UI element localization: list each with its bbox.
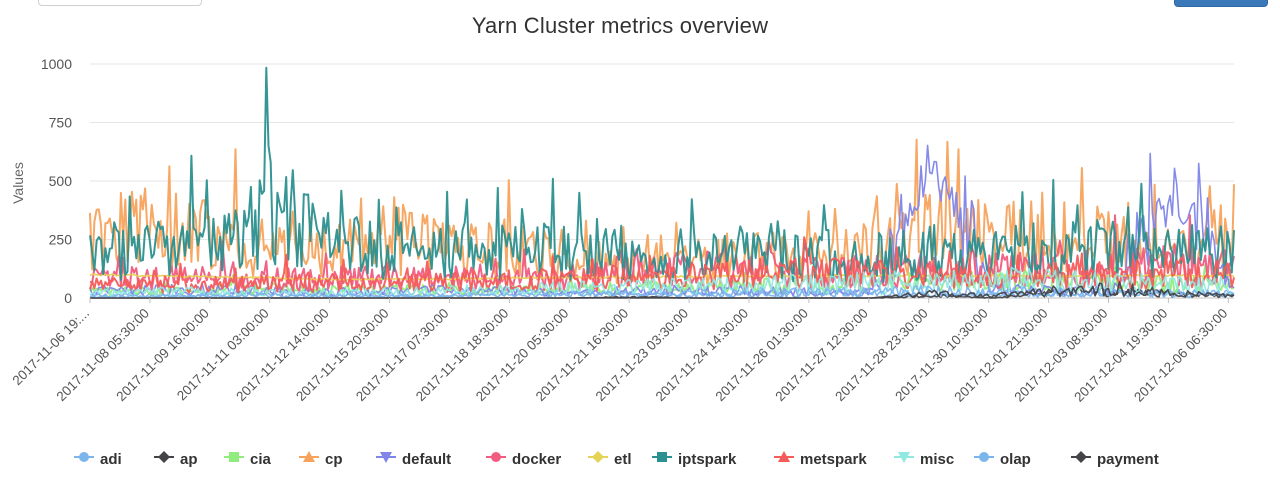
legend-marker-icon [224,450,250,468]
chart-title: Yarn Cluster metrics overview [471,13,769,38]
top-action-button[interactable] [1174,0,1268,7]
legend-marker-icon [974,450,1000,468]
legend-label: metspark [800,450,867,468]
legend-item-docker[interactable]: docker [486,450,561,468]
legend-label: etl [614,450,632,468]
legend-item-adi[interactable]: adi [74,450,122,468]
series-line-cp [89,138,1235,285]
legend-label: cia [250,450,271,468]
series-line-payment [90,281,1235,299]
legend-label: cp [325,450,343,468]
legend-label: iptspark [678,450,737,468]
legend-item-etl[interactable]: etl [588,450,632,468]
y-axis-label: Values [10,162,26,204]
legend-item-payment[interactable]: payment [1071,450,1159,468]
legend-label: adi [100,450,122,468]
legend-item-iptspark[interactable]: iptspark [652,450,736,468]
series-line-iptspark [89,66,1235,283]
legend-item-default[interactable]: default [376,450,451,468]
legend-item-olap[interactable]: olap [974,450,1031,468]
y-tick-label: 250 [49,232,73,248]
y-tick-label: 500 [49,173,73,189]
legend-marker-icon [154,450,180,468]
legend-item-cia[interactable]: cia [224,450,271,468]
series-line-olap [89,285,1235,299]
y-tick-label: 1000 [41,56,72,72]
legend-label: payment [1097,450,1159,468]
range-select[interactable] [38,0,202,6]
y-tick-label: 0 [64,290,72,306]
legend-item-cp[interactable]: cp [299,450,343,468]
y-tick-label: 750 [49,115,73,131]
legend-marker-icon [376,450,402,468]
legend: adi ap cia cp default docker etl iptspark metspa… [74,450,1234,490]
legend-marker-icon [1071,450,1097,468]
legend-label: misc [920,450,955,468]
legend-marker-icon [774,450,800,468]
legend-marker-icon [894,450,920,468]
legend-marker-icon [486,450,512,468]
legend-marker-icon [652,450,678,468]
legend-label: default [402,450,452,468]
legend-marker-icon [588,450,614,468]
series-layer [89,66,1235,299]
legend-item-ap[interactable]: ap [154,450,198,468]
legend-label: ap [180,450,198,468]
legend-item-metspark[interactable]: metspark [774,450,867,468]
series-line-misc [89,266,1235,298]
legend-marker-icon [74,450,100,468]
legend-marker-icon [299,450,325,468]
legend-label: docker [512,450,562,468]
legend-label: olap [1000,450,1031,468]
legend-item-misc[interactable]: misc [894,450,954,468]
